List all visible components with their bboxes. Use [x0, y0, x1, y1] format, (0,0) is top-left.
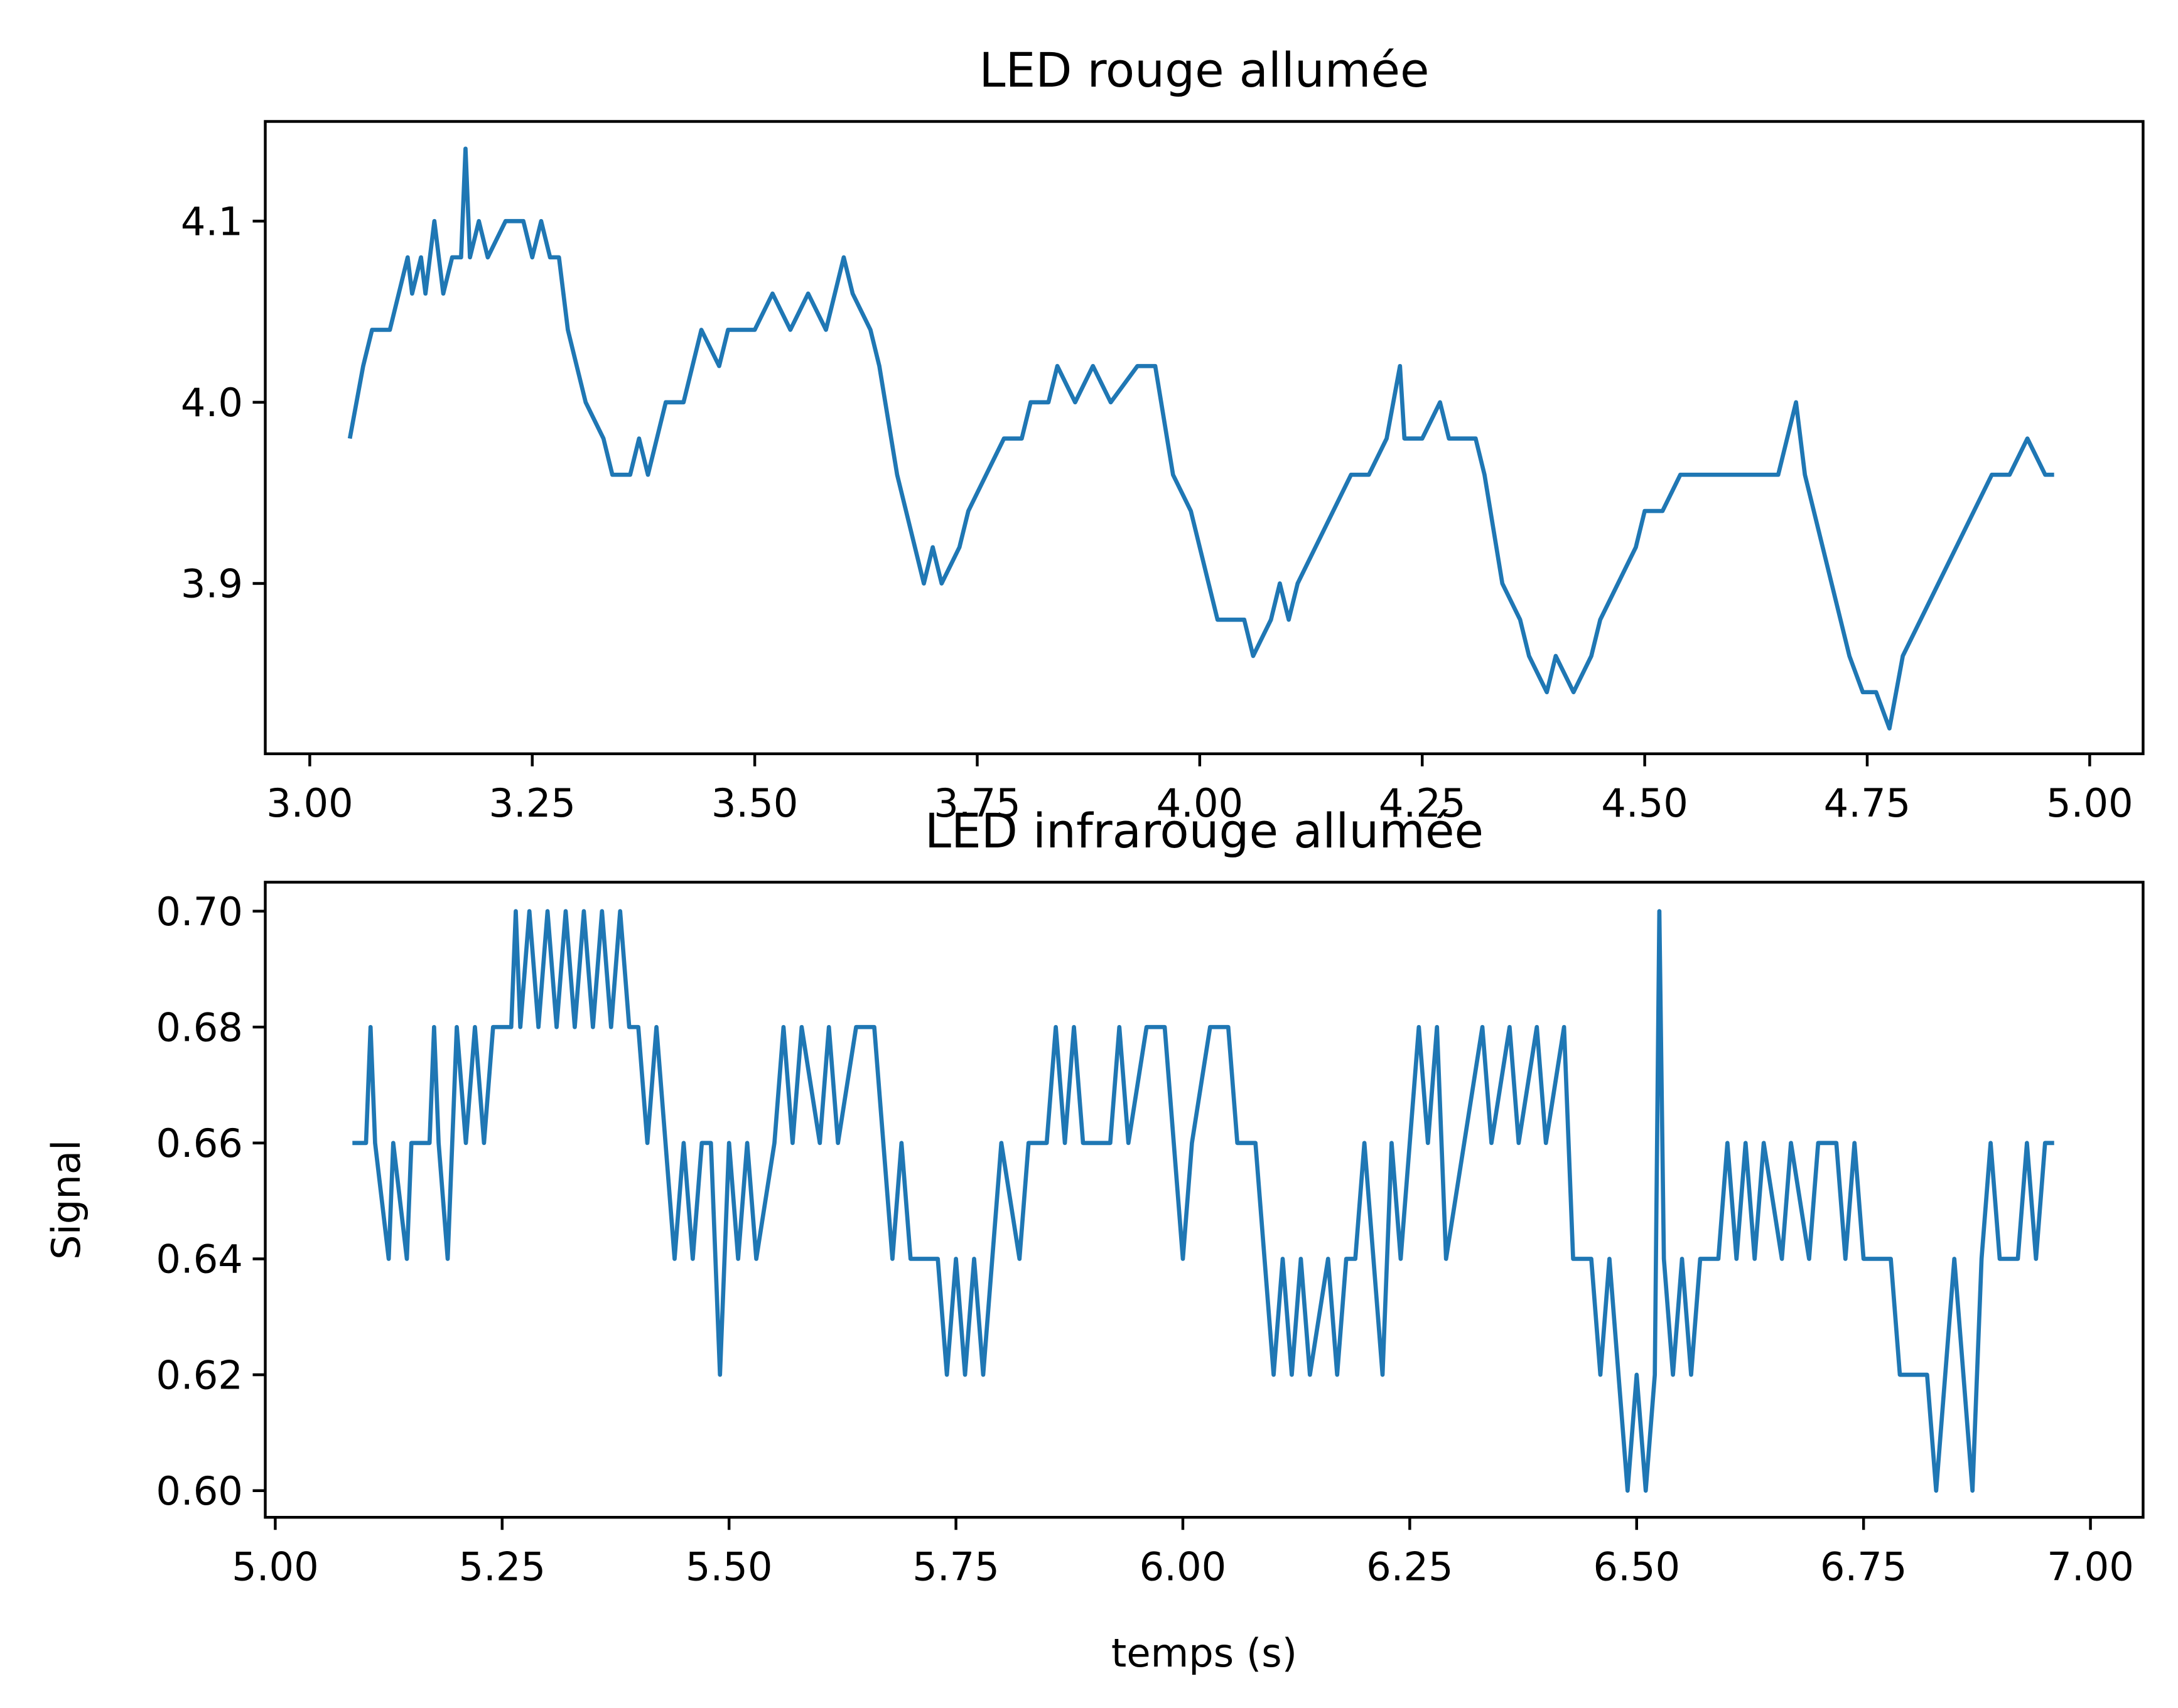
- y-tick-label: 0.68: [156, 1004, 243, 1050]
- x-tick-label: 3.50: [711, 780, 799, 826]
- x-tick-label: 3.00: [266, 780, 353, 826]
- y-tick-label: 4.0: [181, 380, 243, 426]
- chart-title: LED infrarouge allumée: [925, 803, 1484, 859]
- x-tick-label: 5.00: [2046, 780, 2133, 826]
- y-tick-label: 3.9: [181, 561, 243, 607]
- x-tick-label: 5.25: [458, 1544, 546, 1589]
- x-tick-label: 4.25: [1379, 780, 1466, 826]
- y-tick-label: 0.66: [156, 1120, 243, 1166]
- x-tick-label: 5.00: [232, 1544, 319, 1589]
- x-tick-label: 6.50: [1593, 1544, 1680, 1589]
- y-tick-label: 0.64: [156, 1237, 243, 1282]
- x-tick-label: 4.50: [1601, 780, 1688, 826]
- x-axis-label: temps (s): [1111, 1630, 1297, 1676]
- y-axis-label: Signal: [43, 1140, 89, 1260]
- data-line: [352, 909, 2054, 1493]
- y-tick-label: 0.62: [156, 1352, 243, 1398]
- axes-frame: [264, 881, 2145, 1519]
- x-tick-label: 5.75: [912, 1544, 1000, 1589]
- x-tick-label: 6.00: [1140, 1544, 1227, 1589]
- data-line: [347, 146, 2054, 731]
- y-tick-label: 0.70: [156, 889, 243, 935]
- y-tick-label: 4.1: [181, 198, 243, 244]
- x-tick-label: 3.75: [934, 780, 1021, 826]
- x-tick-label: 7.00: [2047, 1544, 2134, 1589]
- x-tick-label: 3.25: [488, 780, 576, 826]
- axes-frame: [264, 120, 2145, 756]
- chart-title: LED rouge allumée: [979, 43, 1429, 98]
- x-tick-label: 4.00: [1156, 780, 1244, 826]
- x-tick-label: 6.25: [1366, 1544, 1453, 1589]
- y-tick-label: 0.60: [156, 1468, 243, 1514]
- x-tick-label: 6.75: [1820, 1544, 1907, 1589]
- x-tick-label: 4.75: [1824, 780, 1911, 826]
- x-tick-label: 5.50: [686, 1544, 773, 1589]
